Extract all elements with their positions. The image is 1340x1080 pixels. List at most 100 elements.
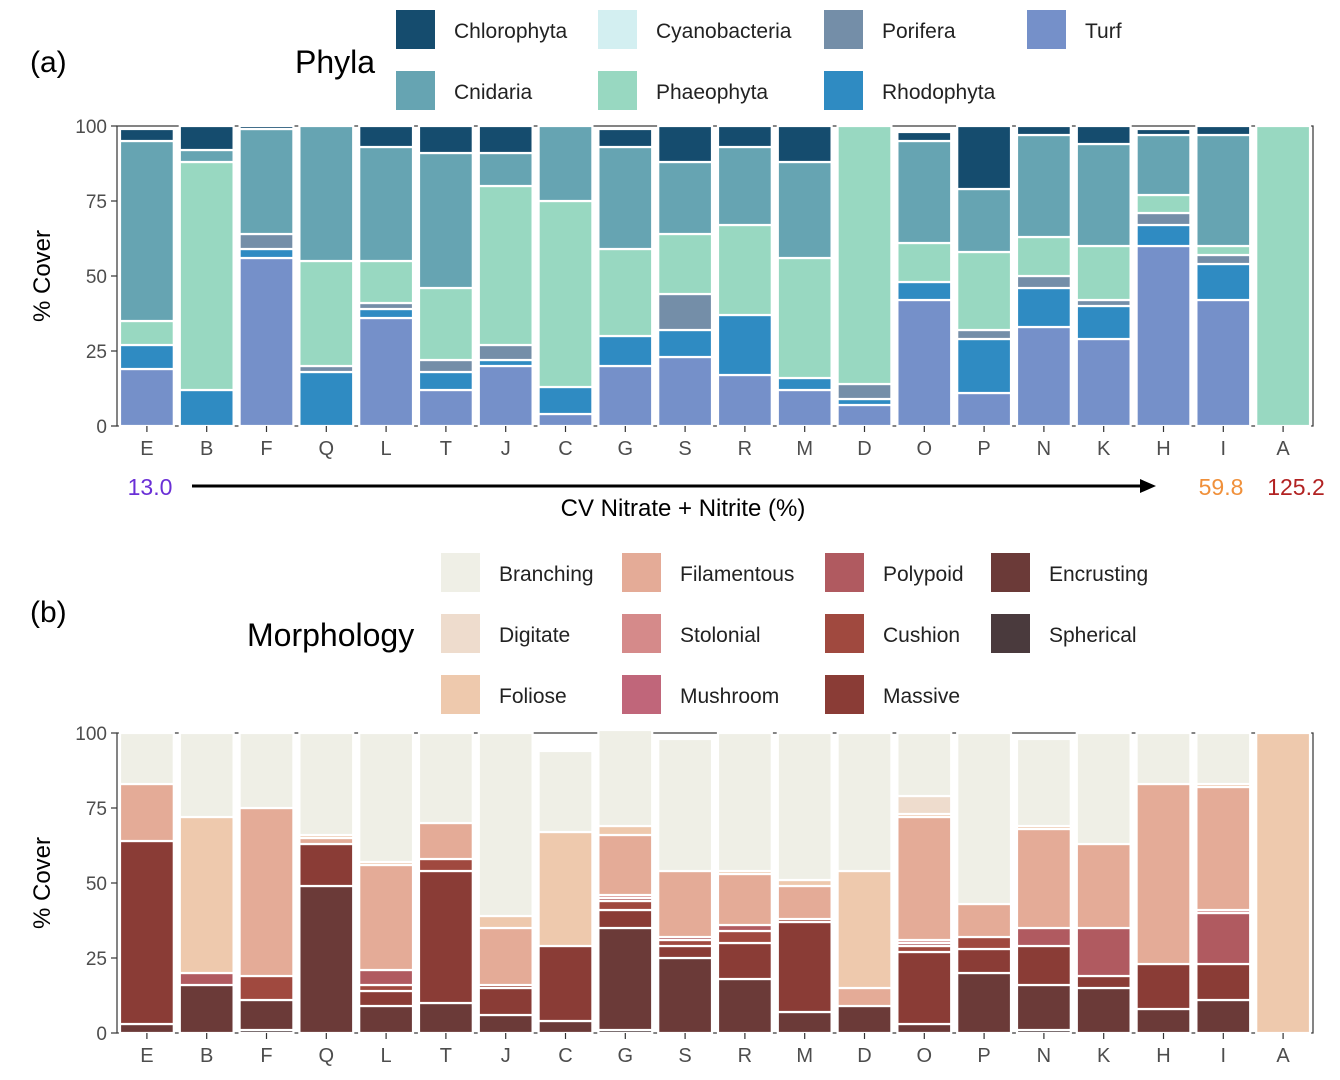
phyla-bar-o-phaeophyta (896, 241, 953, 284)
phyla-bar-s-phaeophyta (657, 232, 714, 296)
phyla-bar-m-phaeophyta (776, 256, 833, 380)
morph-x-tick-label: C (558, 1045, 572, 1067)
morph-x-tick-label: M (796, 1045, 813, 1067)
morph-bar-i-branching (1195, 731, 1252, 786)
phyla-bar-m-cnidaria (776, 160, 833, 260)
phyla-bar-i-turf (1195, 298, 1252, 428)
morph-bar-f-filamentous (238, 806, 295, 978)
phyla-bar-e-chlorophyta (118, 127, 175, 143)
phyla-bar-p-rhodophyta (956, 337, 1013, 395)
morph-bar-q-massive (298, 842, 355, 888)
phyla-x-tick-label: S (678, 438, 691, 460)
legend-b-label-massive: Massive (883, 685, 960, 708)
legend-a-label-chlorophyta: Chlorophyta (454, 20, 568, 43)
morph-bar-i-massive (1195, 962, 1252, 1002)
legend-b-label-stolonial: Stolonial (680, 624, 761, 647)
phyla-bar-e-cnidaria (118, 139, 175, 323)
phyla-bar-m-turf (776, 388, 833, 428)
morph-bar-t-branching (417, 731, 474, 825)
legend-b-label-polypoid: Polypoid (883, 563, 964, 586)
phyla-bar-p-chlorophyta (956, 124, 1013, 191)
phyla-bar-b-rhodophyta (178, 388, 235, 428)
legend-a-label-phaeophyta: Phaeophyta (656, 81, 768, 104)
morph-x-tick-label: L (381, 1045, 392, 1067)
legend-b-swatch-spherical (991, 614, 1030, 653)
morph-x-tick-label: B (200, 1045, 213, 1067)
legend-b-swatch-foliose (441, 675, 480, 714)
phyla-x-tick-label: O (917, 438, 933, 460)
phyla-x-tick-label: P (977, 438, 990, 460)
phyla-bar-t-phaeophyta (417, 286, 474, 362)
plot-morphology: 0 25 50 75 100 E B F Q L T J C G S R M D O P N K H I A (75, 724, 1314, 1067)
phyla-bar-g-turf (597, 364, 654, 428)
legend-a-label-rhodophyta: Rhodophyta (882, 81, 996, 104)
morph-x-tick-label: J (501, 1045, 511, 1067)
morph-bar-s-filamentous (657, 869, 714, 939)
phyla-bar-j-phaeophyta (477, 184, 534, 347)
legend-a-swatch-phaeophyta (598, 71, 637, 110)
morph-panel-border (116, 732, 1314, 1034)
phyla-bar-i-phaeophyta (1195, 244, 1252, 257)
morph-bar-l-filamentous (358, 863, 415, 972)
legend-a-swatch-porifera (824, 10, 863, 49)
morph-bar-r-filamentous (716, 872, 773, 927)
legend-b-swatch-branching (441, 553, 480, 592)
morph-bar-e-massive (118, 839, 175, 1026)
phyla-bar-o-chlorophyta (896, 130, 953, 143)
phyla-x-tick-label: L (381, 438, 392, 460)
legend-b-label-cushion: Cushion (883, 624, 960, 647)
phyla-bar-r-chlorophyta (716, 124, 773, 149)
panel-b: (b) Morphology Branching Digitate Foliose F… (29, 553, 1314, 1067)
morph-bar-o-branching (896, 731, 953, 798)
morph-bar-s-encrusting (657, 956, 714, 1035)
phyla-bar-q-phaeophyta (298, 259, 355, 368)
phyla-bar-f-chlorophyta (238, 124, 295, 131)
phyla-bar-s-rhodophyta (657, 328, 714, 359)
morph-bar-g-foliose (597, 824, 654, 837)
phyla-bar-q-cnidaria (298, 124, 355, 263)
morph-bar-k-branching (1075, 731, 1132, 846)
morph-bar-j-branching (477, 731, 534, 918)
phyla-bar-i-porifera (1195, 253, 1252, 266)
legend-b-swatch-cushion (825, 614, 864, 653)
phyla-bar-p-cnidaria (956, 187, 1013, 254)
legend-title-morphology: Morphology (247, 617, 414, 653)
phyla-bar-r-cnidaria (716, 145, 773, 227)
phyla-bar-m-rhodophyta (776, 376, 833, 392)
phyla-bar-l-phaeophyta (358, 259, 415, 305)
phyla-bar-s-chlorophyta (657, 124, 714, 164)
legend-phyla: Chlorophyta Cyanobacteria Porifera Turf Cnid… (396, 10, 1122, 110)
phyla-bar-r-phaeophyta (716, 223, 773, 317)
legend-b-swatch-polypoid (825, 553, 864, 592)
morph-bar-d-encrusting (836, 1004, 893, 1035)
phyla-bar-d-phaeophyta (836, 124, 893, 386)
morph-bar-j-foliose (477, 914, 534, 930)
morph-bar-e-branching (118, 731, 175, 786)
phyla-x-tick-label: T (440, 438, 452, 460)
phyla-bar-b-chlorophyta (178, 124, 235, 152)
phyla-bar-p-turf (956, 391, 1013, 428)
morph-y-tick-label: 50 (86, 874, 107, 895)
morph-bar-o-encrusting (896, 1022, 953, 1035)
phyla-bar-l-turf (358, 316, 415, 428)
morph-x-tick-label: D (857, 1045, 871, 1067)
legend-b-label-mushroom: Mushroom (680, 685, 779, 708)
morph-x-tick-label: I (1221, 1045, 1227, 1067)
phyla-bar-g-phaeophyta (597, 247, 654, 338)
phyla-y-tick-label: 75 (86, 192, 107, 213)
phyla-bar-h-phaeophyta (1135, 193, 1192, 215)
phyla-bar-r-turf (716, 373, 773, 428)
phyla-bar-k-cnidaria (1075, 142, 1132, 248)
morph-bar-n-branching (1015, 737, 1072, 828)
legend-b-label-digitate: Digitate (499, 624, 570, 647)
phyla-bar-c-phaeophyta (537, 199, 594, 389)
phyla-x-tick-label: J (501, 438, 511, 460)
legend-a-label-turf: Turf (1085, 20, 1122, 43)
morph-bar-g-filamentous (597, 833, 654, 897)
morph-bar-a-foliose (1255, 731, 1312, 1035)
morph-bar-l-massive (358, 989, 415, 1008)
morph-bar-d-filamentous (836, 986, 893, 1008)
morph-bar-n-polypoid (1015, 926, 1072, 948)
phyla-bar-a-phaeophyta (1255, 124, 1312, 428)
morph-bar-n-filamentous (1015, 827, 1072, 930)
